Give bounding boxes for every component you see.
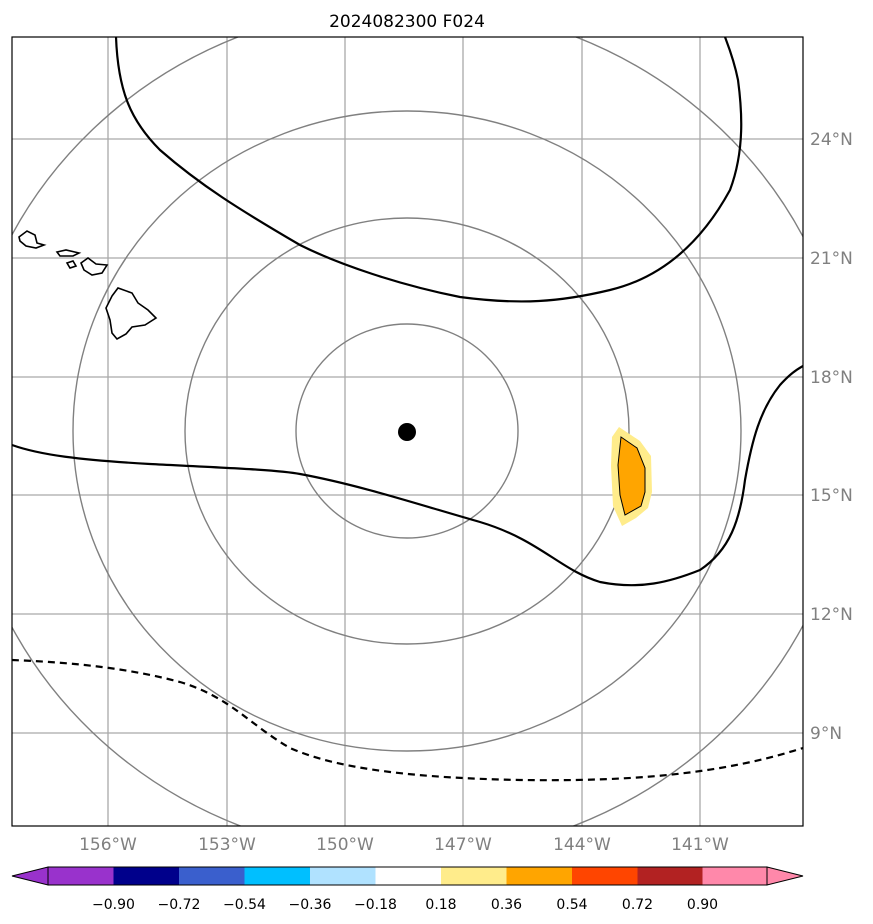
colorbar-frame: [47, 866, 768, 886]
colorbar-tick: 0.18: [425, 897, 456, 913]
graticule: [12, 37, 803, 826]
colorbar-arrow-high: [766, 866, 804, 886]
colorbar-tick: 0.90: [687, 897, 718, 913]
lat-labels: 24°N 21°N 18°N 15°N 12°N 9°N: [810, 130, 853, 744]
island-big-island: [105, 287, 158, 341]
colorbar-segment-7: [441, 867, 507, 885]
island-lanai: [65, 260, 78, 269]
colorbar-segment-1: [48, 867, 114, 885]
lon-label-147w: 147°W: [434, 835, 492, 855]
lon-label-156w: 156°W: [79, 835, 137, 855]
island-maui: [80, 257, 109, 276]
colorbar-segment-9: [572, 867, 638, 885]
colorbar-tick: −0.18: [354, 897, 397, 913]
contours: [12, 37, 803, 782]
lat-label-15n: 15°N: [810, 486, 853, 506]
colorbar-tick: −0.36: [289, 897, 332, 913]
colorbar-segment-6: [375, 867, 441, 885]
lon-label-144w: 144°W: [553, 835, 611, 855]
colorbar-tick: −0.90: [92, 897, 135, 913]
colorbar-segment-5: [310, 867, 376, 885]
colorbar-segment-8: [506, 867, 572, 885]
colorbar-ticks: −0.90 −0.72 −0.54 −0.36 −0.18 0.18 0.36 …: [92, 897, 718, 913]
colorbar-arrow-low: [11, 866, 49, 886]
hawaiian-islands: [18, 230, 158, 341]
colorbar-segment-2: [113, 867, 179, 885]
range-rings: [12, 37, 803, 826]
lon-label-141w: 141°W: [671, 835, 729, 855]
lon-label-153w: 153°W: [198, 835, 256, 855]
colorbar-tick: 0.54: [556, 897, 587, 913]
colorbar-segment-4: [244, 867, 310, 885]
island-oahu: [18, 230, 47, 249]
storm-center-marker: [398, 423, 416, 441]
colorbar: −0.90 −0.72 −0.54 −0.36 −0.18 0.18 0.36 …: [11, 866, 804, 913]
colorbar-tick: −0.54: [223, 897, 266, 913]
contour-north: [114, 37, 743, 303]
colorbar-tick: 0.72: [622, 897, 653, 913]
colorbar-tick: 0.36: [491, 897, 522, 913]
lon-label-150w: 150°W: [316, 835, 374, 855]
lon-labels: 156°W 153°W 150°W 147°W 144°W 141°W: [79, 835, 729, 855]
colorbar-segment-11: [702, 867, 767, 885]
colorbar-segment-3: [179, 867, 245, 885]
map-panel: [11, 36, 804, 827]
map-frame: [11, 36, 804, 827]
map-title: 2024082300 F024: [329, 12, 485, 32]
lat-label-24n: 24°N: [810, 130, 853, 150]
island-molokai: [55, 249, 82, 257]
range-ring-1: [295, 323, 519, 539]
colorbar-tick: −0.72: [158, 897, 201, 913]
lat-label-12n: 12°N: [810, 605, 853, 625]
lat-label-21n: 21°N: [810, 249, 853, 269]
contour-dashed: [12, 658, 803, 782]
anomaly-shading: [611, 427, 652, 526]
range-ring-2: [184, 217, 630, 645]
shade-0.36-0.54: [617, 436, 646, 516]
lat-label-18n: 18°N: [810, 368, 853, 388]
contour-south: [12, 365, 803, 587]
lat-label-9n: 9°N: [810, 724, 842, 744]
range-ring-3: [72, 110, 742, 752]
colorbar-segment-10: [637, 867, 703, 885]
